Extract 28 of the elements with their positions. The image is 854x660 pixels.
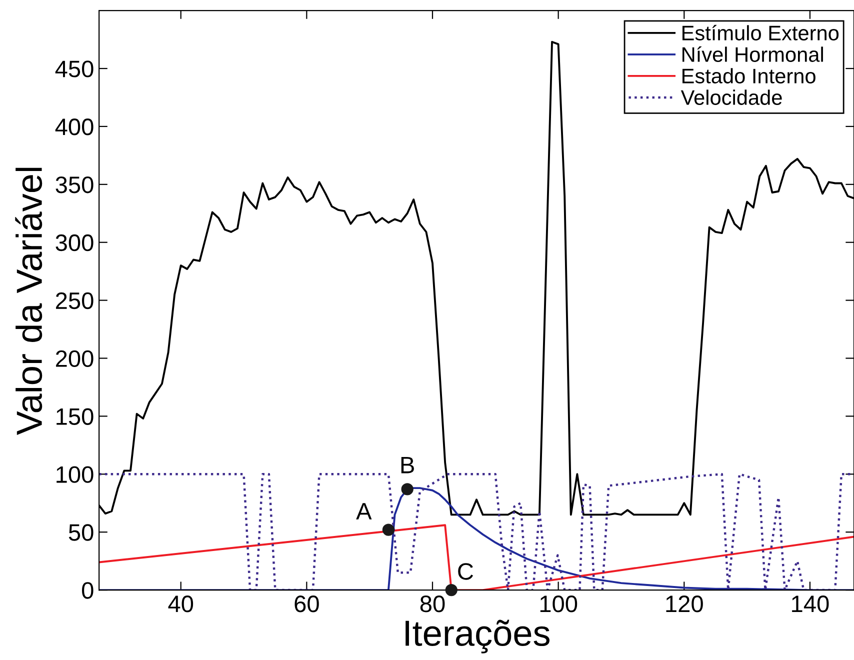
y-tick-label: 400 — [55, 118, 94, 136]
y-tick-label: 200 — [56, 350, 94, 368]
x-tick-label: 40 — [168, 596, 194, 612]
point — [382, 524, 395, 536]
legend-label: Nível Hormonal — [682, 46, 823, 62]
annotation: C — [458, 563, 474, 580]
x-tick-label: 80 — [420, 596, 445, 612]
y-tick-label: 450 — [55, 60, 94, 78]
legend-label: Estímulo Externo — [682, 24, 839, 40]
legend-label: Velocidade — [680, 90, 782, 105]
annotation: A — [356, 503, 372, 520]
y-tick-label: 300 — [56, 234, 94, 252]
legend-label: Estado Interno — [682, 68, 816, 84]
x-tick-label: 100 — [540, 596, 578, 612]
x-axis-title: Iterações — [406, 620, 550, 654]
x-tick-label: 140 — [792, 596, 829, 612]
y-tick-label: 150 — [56, 408, 94, 425]
y-tick-label: 0 — [82, 582, 94, 599]
point — [401, 483, 414, 496]
point — [445, 584, 458, 596]
annotation: B — [401, 456, 414, 474]
x-tick-label: 120 — [666, 596, 703, 612]
y-tick-label: 250 — [56, 292, 94, 310]
y-tick-label: 350 — [56, 176, 94, 194]
y-axis-title: Valor da Variável — [15, 168, 42, 435]
y-tick-label: 50 — [68, 524, 94, 541]
x-tick-label: 60 — [294, 596, 319, 612]
y-tick-label: 100 — [56, 466, 94, 483]
